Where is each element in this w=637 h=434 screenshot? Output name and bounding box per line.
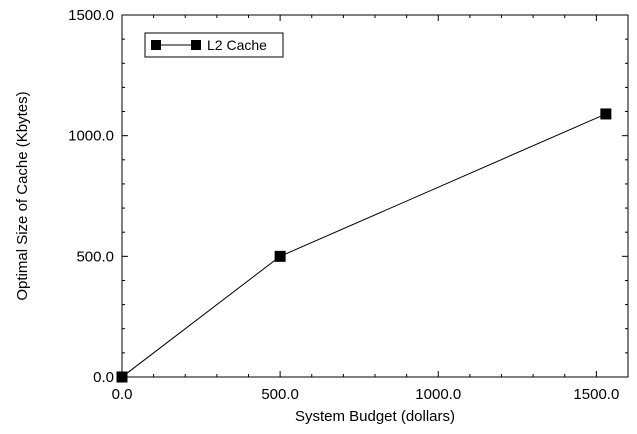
y-tick-label: 0.0 bbox=[93, 369, 114, 386]
legend: L2 Cache bbox=[144, 32, 284, 58]
x-tick-label: 500.0 bbox=[261, 386, 299, 403]
x-axis-label: System Budget (dollars) bbox=[295, 408, 455, 425]
y-tick-label: 1000.0 bbox=[68, 128, 114, 145]
x-tick-label: 0.0 bbox=[112, 386, 133, 403]
data-point bbox=[274, 250, 286, 262]
y-tick-label: 1500.0 bbox=[68, 7, 114, 24]
legend-marker-right bbox=[191, 40, 201, 50]
series-line bbox=[121, 113, 607, 378]
data-point bbox=[600, 108, 612, 120]
data-point bbox=[116, 371, 128, 383]
x-tick-label: 1000.0 bbox=[415, 386, 461, 403]
x-tick-label: 1500.0 bbox=[573, 386, 619, 403]
y-tick-label: 500.0 bbox=[76, 248, 114, 265]
y-axis-ticks: 0.0 500.0 1000.0 1500.0 bbox=[68, 7, 628, 386]
x-axis-ticks: 0.0 500.0 1000.0 1500.0 bbox=[112, 15, 619, 403]
legend-label: L2 Cache bbox=[207, 37, 267, 53]
series-layer bbox=[116, 108, 612, 383]
legend-marker-left bbox=[151, 40, 161, 50]
plot-frame bbox=[121, 14, 629, 378]
y-axis-label: Optimal Size of Cache (Kbytes) bbox=[14, 91, 31, 300]
